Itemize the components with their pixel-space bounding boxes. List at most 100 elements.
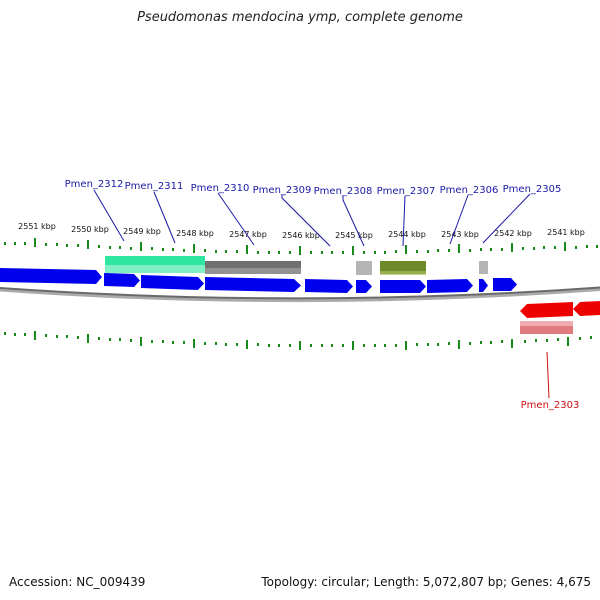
gene-arrow-reverse[interactable]	[520, 302, 573, 318]
leader-line	[342, 196, 365, 247]
tick-minor	[119, 338, 121, 341]
tick-minor	[437, 249, 439, 252]
kbp-label: 2541 kbp	[547, 228, 585, 237]
feature-bar-lightgray[interactable]	[479, 261, 488, 274]
gene-arrow-forward[interactable]	[104, 273, 140, 287]
tick-minor	[172, 248, 174, 251]
gene-label[interactable]: Pmen_2312	[65, 179, 124, 190]
tick-minor	[579, 337, 581, 340]
gene-label[interactable]: Pmen_2305	[503, 184, 562, 195]
gene-arrow-forward[interactable]	[205, 277, 301, 292]
gene-arrow-forward[interactable]	[427, 279, 473, 293]
upper-tick-ruler	[4, 238, 598, 255]
gene-label[interactable]: Pmen_2308	[314, 186, 373, 197]
genome-backbone	[0, 286, 600, 300]
tick-minor	[268, 344, 270, 347]
kbp-label: 2545 kbp	[335, 231, 373, 240]
tick-minor	[172, 341, 174, 344]
feature-bar-olive[interactable]	[380, 261, 426, 274]
reverse-gene-track	[520, 301, 600, 334]
tick-minor	[374, 344, 376, 347]
tick-minor	[363, 251, 365, 254]
tick-minor	[590, 336, 592, 339]
scale-labels: 2551 kbp 2550 kbp 2549 kbp 2548 kbp 2547…	[18, 222, 585, 240]
tick-minor	[24, 242, 26, 245]
kbp-label: 2542 kbp	[494, 229, 532, 238]
feature-bar-pink-shade	[520, 321, 573, 326]
tick-minor	[225, 343, 227, 346]
tick-minor	[469, 342, 471, 345]
gene-label[interactable]: Pmen_2307	[377, 186, 436, 197]
leader-line	[449, 194, 469, 245]
tick-minor	[45, 334, 47, 337]
gene-label[interactable]: Pmen_2309	[253, 185, 312, 196]
tick-minor	[151, 340, 153, 343]
tick-minor	[204, 249, 206, 252]
gene-arrow-forward[interactable]	[141, 275, 204, 290]
tick-minor	[278, 251, 280, 254]
lower-tick-ruler	[4, 331, 592, 350]
tick-minor	[384, 344, 386, 347]
gene-arrow-forward[interactable]	[356, 280, 372, 293]
gene-arrow-forward[interactable]	[479, 279, 488, 292]
tick-minor	[204, 342, 206, 345]
gene-arrow-forward[interactable]	[493, 278, 517, 291]
kbp-label: 2549 kbp	[123, 227, 161, 236]
gene-label[interactable]: Pmen_2306	[440, 185, 499, 196]
kbp-label: 2546 kbp	[282, 231, 320, 240]
tick-minor	[215, 250, 217, 253]
tick-minor	[416, 250, 418, 253]
tick-minor	[257, 343, 259, 346]
gene-arrow-forward[interactable]	[0, 268, 102, 284]
leader-line	[217, 192, 255, 246]
tick-minor	[437, 343, 439, 346]
tick-minor	[596, 245, 598, 248]
tick-minor	[535, 339, 537, 342]
forward-label-leaders	[93, 189, 531, 247]
tick-minor	[331, 344, 333, 347]
tick-minor	[56, 243, 58, 246]
tick-minor	[109, 338, 111, 341]
genome-backbone-shadow	[0, 287, 600, 303]
tick-minor	[395, 344, 397, 347]
tick-minor	[236, 250, 238, 253]
tick-minor	[225, 250, 227, 253]
tick-minor	[162, 340, 164, 343]
tick-minor	[310, 251, 312, 254]
leader-line	[402, 195, 406, 247]
tick-minor	[331, 251, 333, 254]
accession-text: Accession: NC_009439	[9, 575, 146, 589]
feature-bar-olive-shade	[380, 271, 426, 275]
tick-minor	[469, 249, 471, 252]
gene-arrow-forward[interactable]	[380, 280, 426, 293]
tick-minor	[524, 340, 526, 343]
tick-minor	[501, 248, 503, 251]
gene-label[interactable]: Pmen_2311	[125, 181, 184, 192]
tick-minor	[98, 337, 100, 340]
gene-label[interactable]: Pmen_2303	[521, 400, 580, 411]
leader-line	[482, 193, 531, 244]
tick-minor	[480, 341, 482, 344]
gene-arrow-forward[interactable]	[305, 279, 353, 293]
gene-arrow-reverse[interactable]	[573, 301, 600, 316]
kbp-label: 2551 kbp	[18, 222, 56, 231]
tick-minor	[98, 245, 100, 248]
tick-minor	[183, 341, 185, 344]
leader-line	[93, 189, 125, 242]
tick-minor	[416, 343, 418, 346]
tick-minor	[4, 242, 6, 245]
tick-minor	[374, 251, 376, 254]
kbp-label: 2544 kbp	[388, 230, 426, 239]
tick-minor	[342, 251, 344, 254]
gene-label[interactable]: Pmen_2310	[191, 183, 250, 194]
tick-minor	[66, 244, 68, 247]
tick-minor	[533, 247, 535, 250]
tick-minor	[557, 338, 559, 341]
feature-bar-lightgray[interactable]	[356, 261, 372, 275]
tick-minor	[586, 245, 588, 248]
tick-minor	[130, 339, 132, 342]
tick-minor	[14, 242, 16, 245]
tick-minor	[77, 244, 79, 247]
tick-minor	[215, 342, 217, 345]
tick-minor	[66, 335, 68, 338]
